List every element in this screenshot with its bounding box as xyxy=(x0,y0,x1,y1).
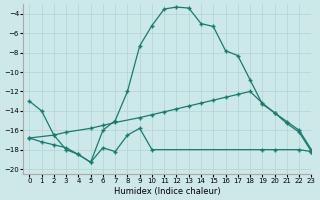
X-axis label: Humidex (Indice chaleur): Humidex (Indice chaleur) xyxy=(114,187,220,196)
